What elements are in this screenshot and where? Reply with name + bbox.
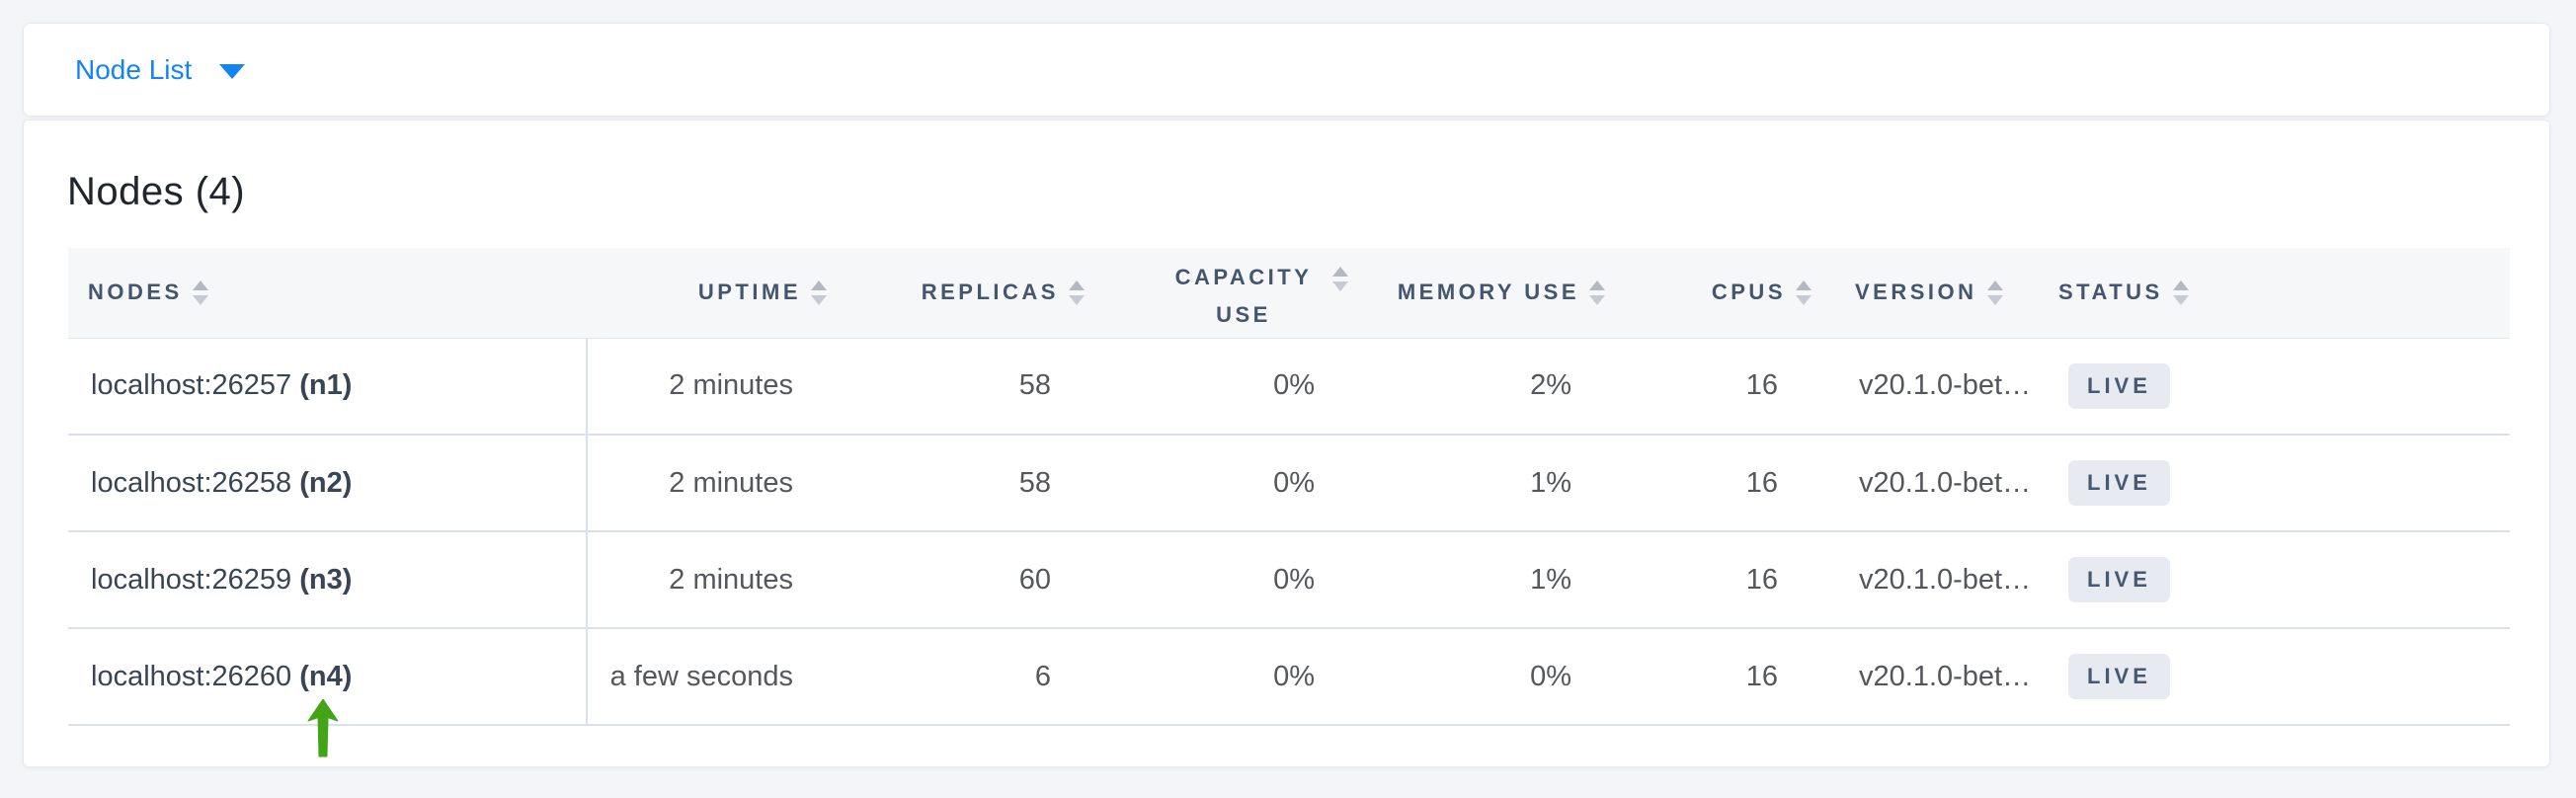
sort-icon[interactable]: [1069, 279, 1085, 305]
cell-uptime: 2 minutes: [587, 531, 850, 629]
sort-icon[interactable]: [2172, 279, 2189, 305]
chevron-down-icon: [219, 64, 246, 79]
status-badge: LIVE: [2068, 362, 2170, 409]
cell-status: LIVE: [2039, 338, 2510, 436]
cell-status: LIVE: [2039, 531, 2510, 629]
cell-memory-use: 0%: [1372, 628, 1629, 726]
column-label: STATUS: [2058, 279, 2163, 305]
page-title: Nodes (4): [67, 170, 246, 213]
cell-cpus: 16: [1629, 435, 1835, 532]
cell-status: LIVE: [2039, 628, 2510, 726]
cell-capacity-use: 0%: [1108, 531, 1372, 629]
column-label: CAPACITY USE: [1174, 265, 1313, 328]
cell-uptime: 2 minutes: [587, 435, 850, 532]
cell-node-name[interactable]: localhost:26258 (n2): [68, 435, 588, 532]
annotation-arrow-icon: [307, 699, 339, 758]
column-header-status[interactable]: STATUS: [2039, 248, 2510, 339]
cell-node-name[interactable]: localhost:26259 (n3): [68, 531, 588, 629]
status-badge: LIVE: [2068, 654, 2170, 699]
column-header-capacity-use[interactable]: CAPACITY USE: [1108, 248, 1372, 339]
column-label: MEMORY USE: [1397, 279, 1579, 305]
column-header-uptime[interactable]: UPTIME: [587, 248, 850, 339]
column-header-nodes[interactable]: NODES: [68, 248, 587, 339]
table-header-row: NODES UPTIME REPLICAS CAPACITY USE MEMOR…: [68, 248, 2510, 339]
view-selector-bar: Node List: [23, 23, 2550, 117]
sort-icon[interactable]: [1796, 279, 1811, 305]
sort-icon[interactable]: [1589, 279, 1605, 305]
cell-capacity-use: 0%: [1108, 435, 1372, 532]
cell-replicas: 58: [850, 435, 1108, 532]
table-row-n4[interactable]: localhost:26260 (n4) a few seconds 6 0% …: [68, 628, 2510, 726]
cell-uptime: a few seconds: [587, 628, 850, 726]
node-list-dropdown[interactable]: Node List: [75, 53, 246, 85]
cell-cpus: 16: [1629, 338, 1835, 436]
column-label: UPTIME: [697, 279, 801, 305]
cell-memory-use: 1%: [1372, 531, 1629, 629]
cell-cpus: 16: [1629, 531, 1835, 629]
cell-memory-use: 2%: [1372, 338, 1629, 436]
sort-icon[interactable]: [192, 279, 208, 305]
cell-version: v20.1.0-bet…: [1835, 435, 2039, 532]
column-header-replicas[interactable]: REPLICAS: [850, 248, 1108, 339]
cell-replicas: 58: [850, 338, 1108, 436]
nodes-card: Nodes (4) NODES UPTIME REPLICAS CAPACITY…: [23, 120, 2550, 767]
column-header-memory-use[interactable]: MEMORY USE: [1372, 248, 1629, 339]
column-label: VERSION: [1855, 279, 1977, 305]
cell-capacity-use: 0%: [1108, 338, 1372, 436]
table-row-n3[interactable]: localhost:26259 (n3) 2 minutes 60 0% 1% …: [68, 531, 2510, 629]
table-row-n2[interactable]: localhost:26258 (n2) 2 minutes 58 0% 1% …: [68, 435, 2510, 532]
cell-cpus: 16: [1629, 628, 1835, 726]
cell-memory-use: 1%: [1372, 435, 1629, 532]
sort-icon[interactable]: [1332, 267, 1348, 292]
table-row-n1[interactable]: localhost:26257 (n1) 2 minutes 58 0% 2% …: [68, 338, 2510, 436]
sort-icon[interactable]: [1986, 279, 2003, 305]
cell-capacity-use: 0%: [1108, 628, 1372, 726]
cell-replicas: 60: [850, 531, 1108, 629]
cell-replicas: 6: [850, 628, 1108, 726]
sort-icon[interactable]: [811, 279, 827, 305]
cell-version: v20.1.0-bet…: [1835, 531, 2039, 629]
cell-version: v20.1.0-bet…: [1835, 338, 2039, 436]
column-label: CPUS: [1711, 279, 1786, 305]
cell-version: v20.1.0-bet…: [1835, 628, 2039, 726]
cell-node-name[interactable]: localhost:26257 (n1): [68, 338, 588, 436]
status-badge: LIVE: [2068, 557, 2170, 602]
cell-status: LIVE: [2039, 435, 2510, 532]
column-header-cpus[interactable]: CPUS: [1629, 248, 1835, 339]
cell-uptime: 2 minutes: [587, 338, 850, 436]
column-label: REPLICAS: [921, 279, 1059, 305]
status-badge: LIVE: [2068, 460, 2170, 506]
column-label: NODES: [88, 279, 183, 305]
column-header-version[interactable]: VERSION: [1835, 248, 2039, 339]
nodes-table: NODES UPTIME REPLICAS CAPACITY USE MEMOR…: [68, 248, 2510, 726]
node-list-dropdown-label: Node List: [75, 53, 193, 85]
